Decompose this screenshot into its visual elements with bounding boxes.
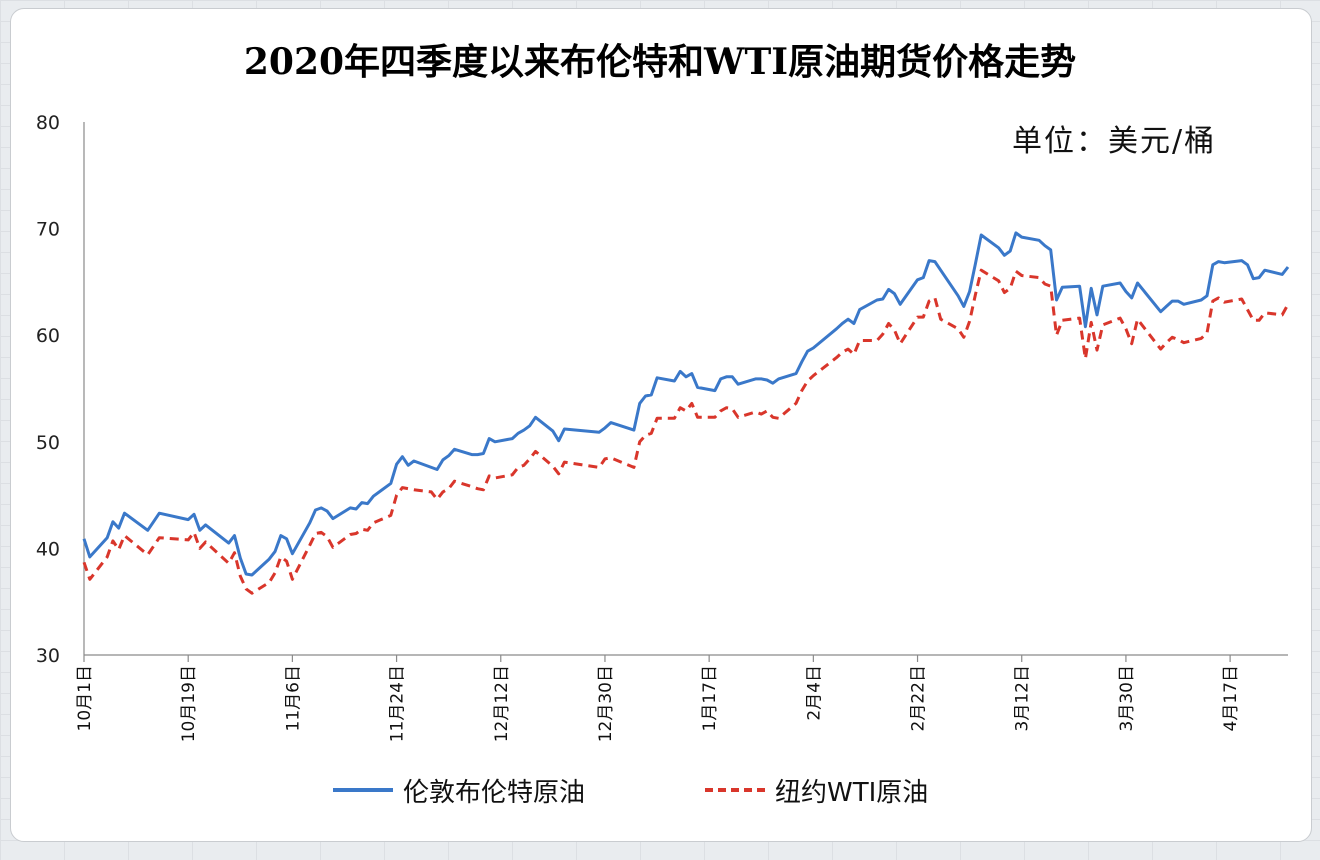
y-tick-label: 60	[36, 325, 60, 347]
x-tick-label: 11月6日	[283, 665, 303, 731]
legend-label-wti: 纽约WTI原油	[775, 777, 929, 808]
y-tick-label: 30	[36, 645, 60, 667]
x-tick-label: 3月30日	[1117, 665, 1137, 731]
series-line-brent[interactable]	[82, 231, 1290, 577]
legend-swatch-brent	[333, 788, 393, 792]
series-line-wti[interactable]	[82, 268, 1290, 595]
legend[interactable]: 伦敦布伦特原油 纽约WTI原油	[0, 770, 1320, 810]
x-tick-label: 10月19日	[179, 665, 199, 742]
legend-item-wti[interactable]: 纽约WTI原油	[705, 770, 928, 810]
y-tick-label: 70	[36, 219, 60, 241]
legend-swatch-wti	[705, 788, 765, 792]
x-tick-label: 12月12日	[492, 665, 512, 742]
legend-item-brent[interactable]: 伦敦布伦特原油	[333, 770, 585, 810]
x-tick-label: 12月30日	[596, 665, 616, 742]
x-axis: 10月1日 10月19日 11月6日 11月24日 12月12日 12月30日 1月17日 2…	[75, 654, 1288, 742]
chart-area[interactable]	[10, 8, 1312, 842]
x-tick-label: 1月17日	[700, 665, 720, 731]
x-tick-label: 2月4日	[804, 665, 824, 721]
y-axis: 30 40 50 60 70 80	[36, 112, 85, 667]
x-tick-label: 10月1日	[75, 665, 95, 731]
x-tick-label: 2月22日	[909, 665, 929, 731]
y-tick-label: 80	[36, 112, 60, 134]
y-tick-label: 40	[36, 538, 60, 560]
x-tick-label: 11月24日	[388, 665, 408, 742]
y-tick-label: 50	[36, 432, 60, 454]
unit-label: 单位：美元/桶	[1012, 124, 1217, 159]
x-tick-label: 4月17日	[1221, 665, 1241, 731]
x-tick-label: 3月12日	[1013, 665, 1033, 731]
legend-label-brent: 伦敦布伦特原油	[403, 777, 586, 808]
chart-title: 2020年四季度以来布伦特和WTI原油期货价格走势	[243, 41, 1077, 83]
series-layer	[82, 231, 1290, 595]
